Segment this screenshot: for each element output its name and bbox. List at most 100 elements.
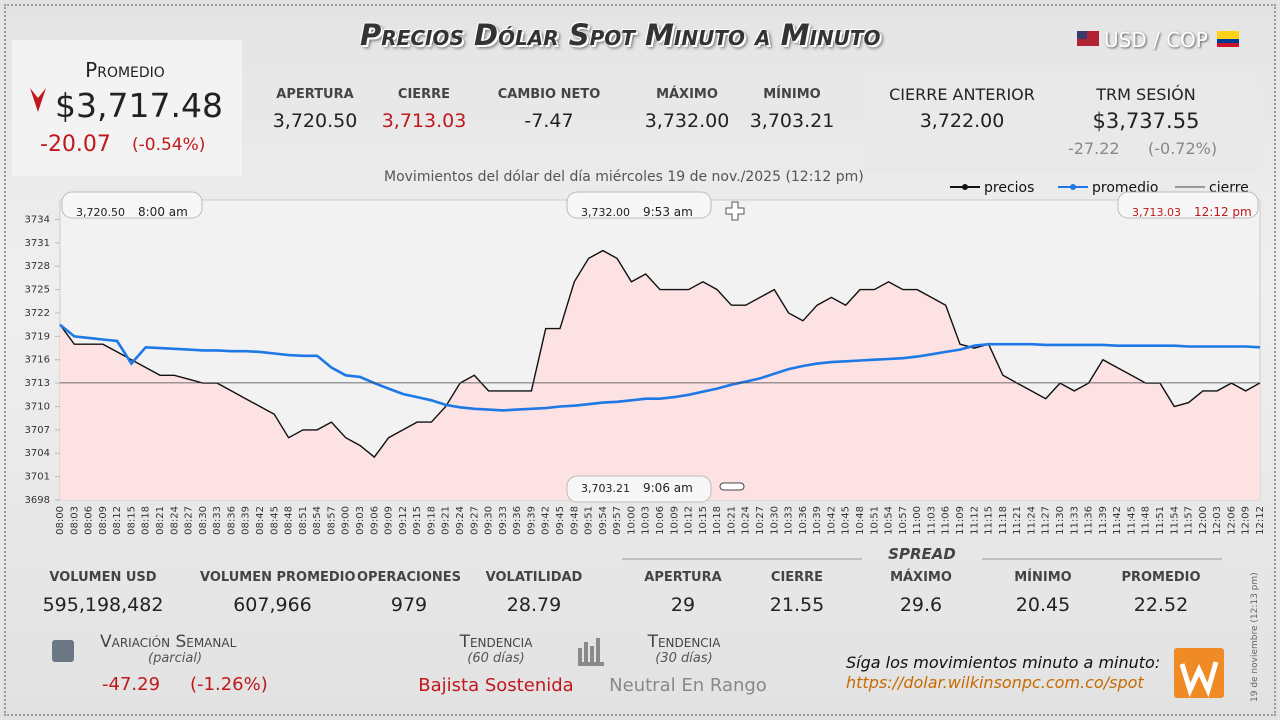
annotation-time: 9:06 am xyxy=(643,481,693,495)
x-tick-label: 11:18 xyxy=(998,506,1009,535)
y-tick-label: 3722 xyxy=(25,308,50,319)
previous-close-value: 3,722.00 xyxy=(919,110,1005,132)
plot: 3698 3701 3704 3707 3710 3713 3716 3719 3722 3725… xyxy=(25,180,1266,535)
session-label: CIERRE xyxy=(397,87,451,102)
x-tick-label: 09:48 xyxy=(569,506,580,535)
x-tick-label: 08:24 xyxy=(169,506,180,535)
spread-label: APERTURA xyxy=(644,570,722,585)
x-tick-label: 11:45 xyxy=(1126,506,1137,535)
volume-value: 595,198,482 xyxy=(42,594,164,616)
x-tick-label: 09:36 xyxy=(512,506,523,535)
spread-label: MÁXIMO xyxy=(890,570,952,585)
spread-value: 22.52 xyxy=(1133,594,1189,616)
x-tick-label: 08:06 xyxy=(84,506,95,535)
annotation-value: 3,703.21 xyxy=(581,482,630,495)
x-tick-label: 09:45 xyxy=(555,506,566,535)
x-tick-label: 11:51 xyxy=(1155,506,1166,535)
y-tick-label: 3698 xyxy=(25,495,50,506)
weekly-change: -47.29 xyxy=(102,674,161,695)
session-value: 3,703.21 xyxy=(749,110,835,132)
y-tick-label: 3707 xyxy=(25,425,50,436)
annotation-value: 3,720.50 xyxy=(76,206,125,219)
session-value: -7.47 xyxy=(524,110,574,132)
spread-value: 29.6 xyxy=(899,594,943,616)
chart-subtitle: Movimientos del dólar del día miércoles … xyxy=(384,169,864,185)
x-tick-label: 09:21 xyxy=(441,506,452,535)
x-tick-label: 08:09 xyxy=(98,506,109,535)
volume-label: VOLATILIDAD xyxy=(485,570,583,585)
y-tick-label: 3728 xyxy=(25,261,50,272)
x-tick-label: 11:03 xyxy=(926,506,937,535)
volume-label: VOLUMEN PROMEDIO xyxy=(200,570,356,585)
legend-label: precios xyxy=(984,180,1034,196)
scroll-handle xyxy=(719,482,745,491)
x-tick-label: 10:54 xyxy=(884,506,895,535)
session-label: CAMBIO NETO xyxy=(497,87,601,102)
trm-label: TRM SESIÓN xyxy=(1096,85,1196,104)
trend30-note: (30 días) xyxy=(655,651,713,666)
volume-label: VOLUMEN USD xyxy=(49,570,157,585)
x-tick-label: 11:57 xyxy=(1184,506,1195,535)
x-tick-label: 11:30 xyxy=(1055,506,1066,535)
down-arrow xyxy=(30,88,46,112)
x-tick-label: 11:42 xyxy=(1112,506,1123,535)
x-tick-label: 08:21 xyxy=(155,506,166,535)
x-tick-label: 11:12 xyxy=(969,506,980,535)
trm-panel xyxy=(864,72,1258,172)
x-tick-label: 11:39 xyxy=(1098,506,1109,535)
timestamp: 19 de noviembre (12:13 pm) xyxy=(1250,572,1260,702)
session-label: MÍNIMO xyxy=(763,87,821,102)
y-tick-label: 3704 xyxy=(25,448,50,459)
volume-label: OPERACIONES xyxy=(356,570,462,585)
annotation-value: 3,713.03 xyxy=(1132,206,1181,219)
y-tick-label: 3713 xyxy=(25,378,50,389)
session-value: 3,720.50 xyxy=(272,110,358,132)
trm-change: -27.22 xyxy=(1068,139,1120,158)
x-tick-label: 09:39 xyxy=(526,506,537,535)
average-value: $3,717.48 xyxy=(55,86,223,125)
x-tick-label: 10:09 xyxy=(669,506,680,535)
x-tick-label: 09:24 xyxy=(455,506,466,535)
x-tick-label: 08:27 xyxy=(184,506,195,535)
pair: USD / COP xyxy=(1104,28,1208,52)
x-tick-label: 09:15 xyxy=(412,506,423,535)
y-tick-label: 3716 xyxy=(25,355,50,366)
average-panel xyxy=(12,40,242,176)
x-tick-label: 11:06 xyxy=(941,506,952,535)
footer-text: Síga los movimientos minuto a minuto: xyxy=(846,653,1161,672)
x-tick-label: 11:36 xyxy=(1084,506,1095,535)
trend30-value: Neutral En Rango xyxy=(609,675,767,696)
us-flag-canton xyxy=(1077,31,1087,39)
session-label: MÁXIMO xyxy=(656,87,718,102)
x-tick-label: 08:51 xyxy=(298,506,309,535)
average-label: Promedio xyxy=(85,58,165,82)
x-tick-label: 10:39 xyxy=(812,506,823,535)
x-tick-label: 10:57 xyxy=(898,506,909,535)
x-tick-label: 08:33 xyxy=(212,506,223,535)
y-tick-label: 3701 xyxy=(25,472,50,483)
weekly-label: Variación Semanal xyxy=(100,632,237,652)
x-tick-label: 11:15 xyxy=(984,506,995,535)
session-value: 3,713.03 xyxy=(381,110,467,132)
co-flag xyxy=(1217,39,1239,43)
x-tick-label: 08:12 xyxy=(112,506,123,535)
promedio-line xyxy=(59,323,1261,412)
weekly-change-pct: (-1.26%) xyxy=(190,674,268,695)
annotation-box xyxy=(1117,191,1259,219)
x-tick-label: 09:03 xyxy=(355,506,366,535)
calendar-icon xyxy=(52,640,74,662)
x-tick-label: 09:27 xyxy=(469,506,480,535)
spread-value: 21.55 xyxy=(769,594,825,616)
trm-value: $3,737.55 xyxy=(1092,109,1200,133)
x-tick-label: 08:30 xyxy=(198,506,209,535)
x-tick-label: 08:18 xyxy=(141,506,152,535)
x-tick-label: 10:45 xyxy=(841,506,852,535)
x-tick-label: 08:36 xyxy=(226,506,237,535)
x-tick-label: 10:18 xyxy=(712,506,723,535)
x-tick-label: 10:48 xyxy=(855,506,866,535)
x-tick-label: 09:33 xyxy=(498,506,509,535)
y-tick-label: 3719 xyxy=(25,331,50,342)
x-tick-label: 09:51 xyxy=(584,506,595,535)
x-tick-label: 10:00 xyxy=(626,506,637,535)
